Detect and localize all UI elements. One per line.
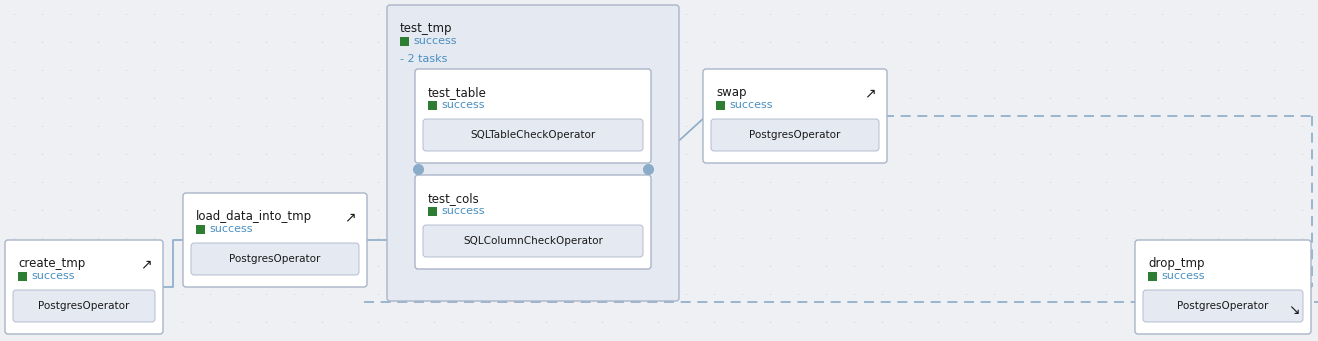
Bar	[399, 36, 409, 45]
Text: PostgresOperator: PostgresOperator	[1177, 301, 1269, 311]
Text: test_cols: test_cols	[428, 192, 480, 205]
Text: success: success	[210, 224, 253, 234]
Bar	[428, 101, 438, 109]
Text: swap: swap	[716, 86, 746, 99]
Bar	[716, 101, 725, 109]
Text: test_tmp: test_tmp	[399, 22, 452, 35]
Text: create_tmp: create_tmp	[18, 257, 86, 270]
Text: PostgresOperator: PostgresOperator	[38, 301, 129, 311]
Text: ↗: ↗	[344, 210, 356, 224]
Bar	[1148, 271, 1157, 281]
Bar	[18, 271, 26, 281]
Text: PostgresOperator: PostgresOperator	[229, 254, 320, 264]
FancyBboxPatch shape	[5, 240, 163, 334]
Text: success: success	[442, 100, 485, 110]
Text: success: success	[413, 36, 456, 46]
FancyBboxPatch shape	[423, 225, 643, 257]
Text: - 2 tasks: - 2 tasks	[399, 54, 447, 64]
Bar	[428, 207, 438, 216]
FancyBboxPatch shape	[710, 119, 879, 151]
Text: test_table: test_table	[428, 86, 486, 99]
Text: ↘: ↘	[1289, 303, 1300, 317]
FancyBboxPatch shape	[1143, 290, 1304, 322]
Text: PostgresOperator: PostgresOperator	[750, 130, 841, 140]
Text: SQLTableCheckOperator: SQLTableCheckOperator	[471, 130, 596, 140]
FancyBboxPatch shape	[1135, 240, 1311, 334]
FancyBboxPatch shape	[415, 175, 651, 269]
FancyBboxPatch shape	[702, 69, 887, 163]
Text: success: success	[32, 271, 75, 281]
Bar	[196, 224, 206, 234]
Text: ↗: ↗	[865, 86, 876, 100]
FancyBboxPatch shape	[183, 193, 366, 287]
Text: ↗: ↗	[141, 257, 152, 271]
FancyBboxPatch shape	[191, 243, 358, 275]
FancyBboxPatch shape	[423, 119, 643, 151]
Text: load_data_into_tmp: load_data_into_tmp	[196, 210, 312, 223]
FancyBboxPatch shape	[387, 5, 679, 301]
Text: SQLColumnCheckOperator: SQLColumnCheckOperator	[463, 236, 602, 246]
FancyBboxPatch shape	[13, 290, 156, 322]
Text: success: success	[1161, 271, 1205, 281]
FancyBboxPatch shape	[415, 69, 651, 163]
Text: success: success	[442, 206, 485, 216]
Text: success: success	[729, 100, 772, 110]
Text: drop_tmp: drop_tmp	[1148, 257, 1205, 270]
